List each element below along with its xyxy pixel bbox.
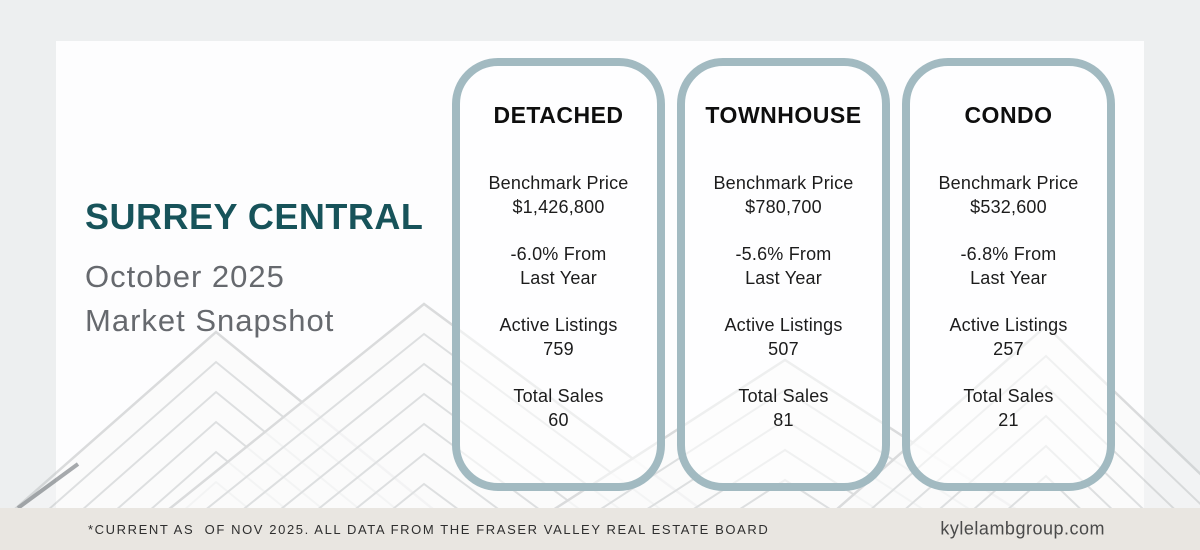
card-title: DETACHED: [493, 102, 624, 128]
card-title: TOWNHOUSE: [705, 102, 862, 128]
footer-band: *CURRENT AS OF NOV 2025. ALL DATA FROM T…: [0, 508, 1200, 550]
benchmark-price-stat: Benchmark Price $532,600: [938, 171, 1078, 219]
stat-label: Last Year: [520, 268, 597, 288]
active-listings-stat: Active Listings 507: [724, 313, 842, 361]
stat-label: Total Sales: [738, 386, 829, 406]
stat-label: Total Sales: [513, 386, 604, 406]
stat-value: 81: [773, 410, 794, 430]
benchmark-price-stat: Benchmark Price $780,700: [713, 171, 853, 219]
stat-label: Total Sales: [963, 386, 1054, 406]
total-sales-stat: Total Sales 21: [963, 384, 1053, 432]
stat-value: 759: [543, 339, 574, 359]
stat-value: 21: [998, 410, 1019, 430]
website-link[interactable]: kylelambgroup.com: [940, 518, 1105, 539]
active-listings-stat: Active Listings 759: [499, 313, 617, 361]
stat-value: $780,700: [745, 197, 822, 217]
stat-card-condo: CONDO Benchmark Price $532,600 -6.8% Fro…: [902, 58, 1115, 491]
subtitle-report-type: Market Snapshot: [85, 303, 335, 338]
stat-label: Last Year: [970, 268, 1047, 288]
stat-value: 507: [768, 339, 799, 359]
subtitle-month-year: October 2025: [85, 259, 285, 294]
stat-value: 257: [993, 339, 1024, 359]
stat-label: Active Listings: [499, 315, 618, 335]
stat-label: Benchmark Price: [938, 173, 1079, 193]
stat-card-townhouse: TOWNHOUSE Benchmark Price $780,700 -5.6%…: [677, 58, 890, 491]
stat-label: Benchmark Price: [713, 173, 854, 193]
stat-label: Active Listings: [724, 315, 843, 335]
stat-value: $532,600: [970, 197, 1047, 217]
stat-value: $1,426,800: [512, 197, 605, 217]
benchmark-price-stat: Benchmark Price $1,426,800: [488, 171, 628, 219]
stat-value: 60: [548, 410, 569, 430]
region-title: SURREY CENTRAL: [85, 196, 424, 237]
stat-value: -5.6% From: [735, 244, 832, 264]
total-sales-stat: Total Sales 60: [513, 384, 603, 432]
header-block: SURREY CENTRAL October 2025 Market Snaps…: [85, 196, 423, 343]
yearly-change-stat: -6.8% From Last Year: [960, 242, 1056, 290]
stat-label: Benchmark Price: [488, 173, 629, 193]
yearly-change-stat: -5.6% From Last Year: [735, 242, 831, 290]
stat-card-detached: DETACHED Benchmark Price $1,426,800 -6.0…: [452, 58, 665, 491]
data-source-disclaimer: *CURRENT AS OF NOV 2025. ALL DATA FROM T…: [88, 521, 770, 537]
report-subtitle: October 2025 Market Snapshot: [85, 255, 423, 343]
yearly-change-stat: -6.0% From Last Year: [510, 242, 606, 290]
total-sales-stat: Total Sales 81: [738, 384, 828, 432]
card-title: CONDO: [964, 102, 1053, 128]
stat-label: Active Listings: [949, 315, 1068, 335]
stat-value: -6.8% From: [960, 244, 1057, 264]
stat-value: -6.0% From: [510, 244, 607, 264]
active-listings-stat: Active Listings 257: [949, 313, 1067, 361]
stat-label: Last Year: [745, 268, 822, 288]
